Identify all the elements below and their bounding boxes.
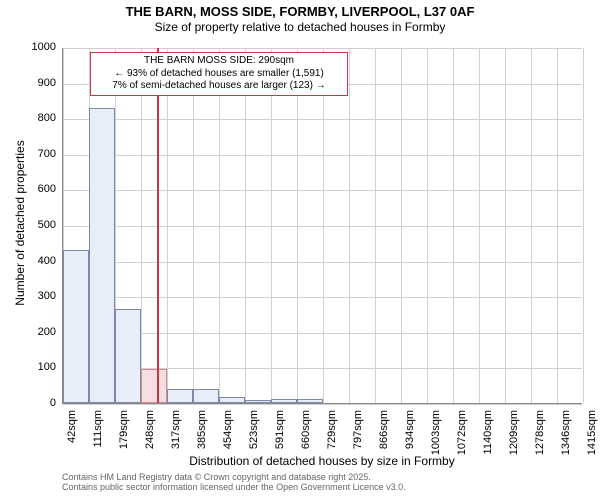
y-tick-label: 800	[16, 112, 56, 124]
gridline-vertical	[505, 48, 506, 403]
gridline-vertical	[167, 48, 168, 403]
chart-container: THE BARN, MOSS SIDE, FORMBY, LIVERPOOL, …	[0, 0, 600, 500]
chart-title: THE BARN, MOSS SIDE, FORMBY, LIVERPOOL, …	[0, 4, 600, 19]
gridline-vertical	[193, 48, 194, 403]
gridline-horizontal	[63, 404, 582, 405]
footer-line-2: Contains public sector information licen…	[62, 482, 406, 492]
y-tick-label: 1000	[16, 41, 56, 53]
histogram-bar	[141, 369, 167, 403]
gridline-vertical	[271, 48, 272, 403]
annotation-line: 7% of semi-detached houses are larger (1…	[95, 80, 343, 93]
gridline-vertical	[453, 48, 454, 403]
gridline-vertical	[141, 48, 142, 403]
histogram-bar	[63, 250, 89, 403]
marker-line	[157, 48, 159, 403]
y-tick-label: 0	[16, 397, 56, 409]
y-tick-label: 100	[16, 361, 56, 373]
gridline-vertical	[557, 48, 558, 403]
gridline-vertical	[219, 48, 220, 403]
histogram-bar	[297, 399, 323, 403]
annotation-box: THE BARN MOSS SIDE: 290sqm← 93% of detac…	[90, 52, 348, 96]
annotation-line: THE BARN MOSS SIDE: 290sqm	[95, 55, 343, 68]
footer-attribution: Contains HM Land Registry data © Crown c…	[62, 472, 406, 492]
histogram-bar	[219, 397, 245, 403]
gridline-vertical	[297, 48, 298, 403]
gridline-vertical	[245, 48, 246, 403]
histogram-bar	[193, 389, 219, 403]
gridline-vertical	[531, 48, 532, 403]
y-tick-label: 400	[16, 255, 56, 267]
gridline-vertical	[375, 48, 376, 403]
y-tick-label: 900	[16, 77, 56, 89]
y-tick-label: 300	[16, 290, 56, 302]
y-tick-label: 200	[16, 326, 56, 338]
gridline-vertical	[401, 48, 402, 403]
histogram-bar	[89, 108, 115, 403]
y-tick-label: 600	[16, 183, 56, 195]
annotation-line: ← 93% of detached houses are smaller (1,…	[95, 68, 343, 81]
histogram-bar	[271, 399, 297, 403]
y-tick-label: 700	[16, 148, 56, 160]
gridline-vertical	[427, 48, 428, 403]
chart-subtitle: Size of property relative to detached ho…	[0, 20, 600, 34]
y-tick-label: 500	[16, 219, 56, 231]
histogram-bar	[245, 400, 271, 403]
footer-line-1: Contains HM Land Registry data © Crown c…	[62, 472, 406, 482]
histogram-bar	[115, 309, 141, 403]
histogram-bar	[167, 389, 193, 403]
x-tick-label: 1415sqm	[586, 410, 598, 470]
gridline-vertical	[323, 48, 324, 403]
plot-area: 0100200300400500600700800900100042sqm111…	[62, 48, 582, 404]
gridline-vertical	[349, 48, 350, 403]
gridline-vertical	[479, 48, 480, 403]
x-axis-label: Distribution of detached houses by size …	[62, 454, 582, 468]
gridline-vertical	[583, 48, 584, 403]
